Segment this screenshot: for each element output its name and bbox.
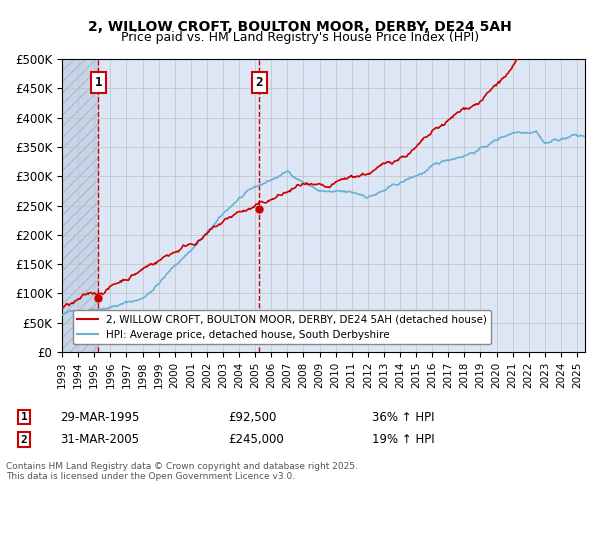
Text: 2, WILLOW CROFT, BOULTON MOOR, DERBY, DE24 5AH: 2, WILLOW CROFT, BOULTON MOOR, DERBY, DE…: [88, 20, 512, 34]
Text: £92,500: £92,500: [228, 410, 277, 424]
Legend: 2, WILLOW CROFT, BOULTON MOOR, DERBY, DE24 5AH (detached house), HPI: Average pr: 2, WILLOW CROFT, BOULTON MOOR, DERBY, DE…: [73, 310, 491, 344]
Text: 29-MAR-1995: 29-MAR-1995: [60, 410, 139, 424]
Bar: [259, 59, 585, 352]
Text: 19% ↑ HPI: 19% ↑ HPI: [372, 433, 434, 446]
Bar: [62, 59, 98, 352]
Text: 31-MAR-2005: 31-MAR-2005: [60, 433, 139, 446]
Text: 2: 2: [20, 435, 28, 445]
Bar: [98, 59, 259, 352]
Text: Contains HM Land Registry data © Crown copyright and database right 2025.
This d: Contains HM Land Registry data © Crown c…: [6, 462, 358, 482]
Text: £245,000: £245,000: [228, 433, 284, 446]
Text: 1: 1: [20, 412, 28, 422]
Bar: [62, 59, 98, 352]
Text: 1: 1: [94, 76, 102, 89]
Text: 2: 2: [255, 76, 263, 89]
Text: 36% ↑ HPI: 36% ↑ HPI: [372, 410, 434, 424]
Text: Price paid vs. HM Land Registry's House Price Index (HPI): Price paid vs. HM Land Registry's House …: [121, 31, 479, 44]
